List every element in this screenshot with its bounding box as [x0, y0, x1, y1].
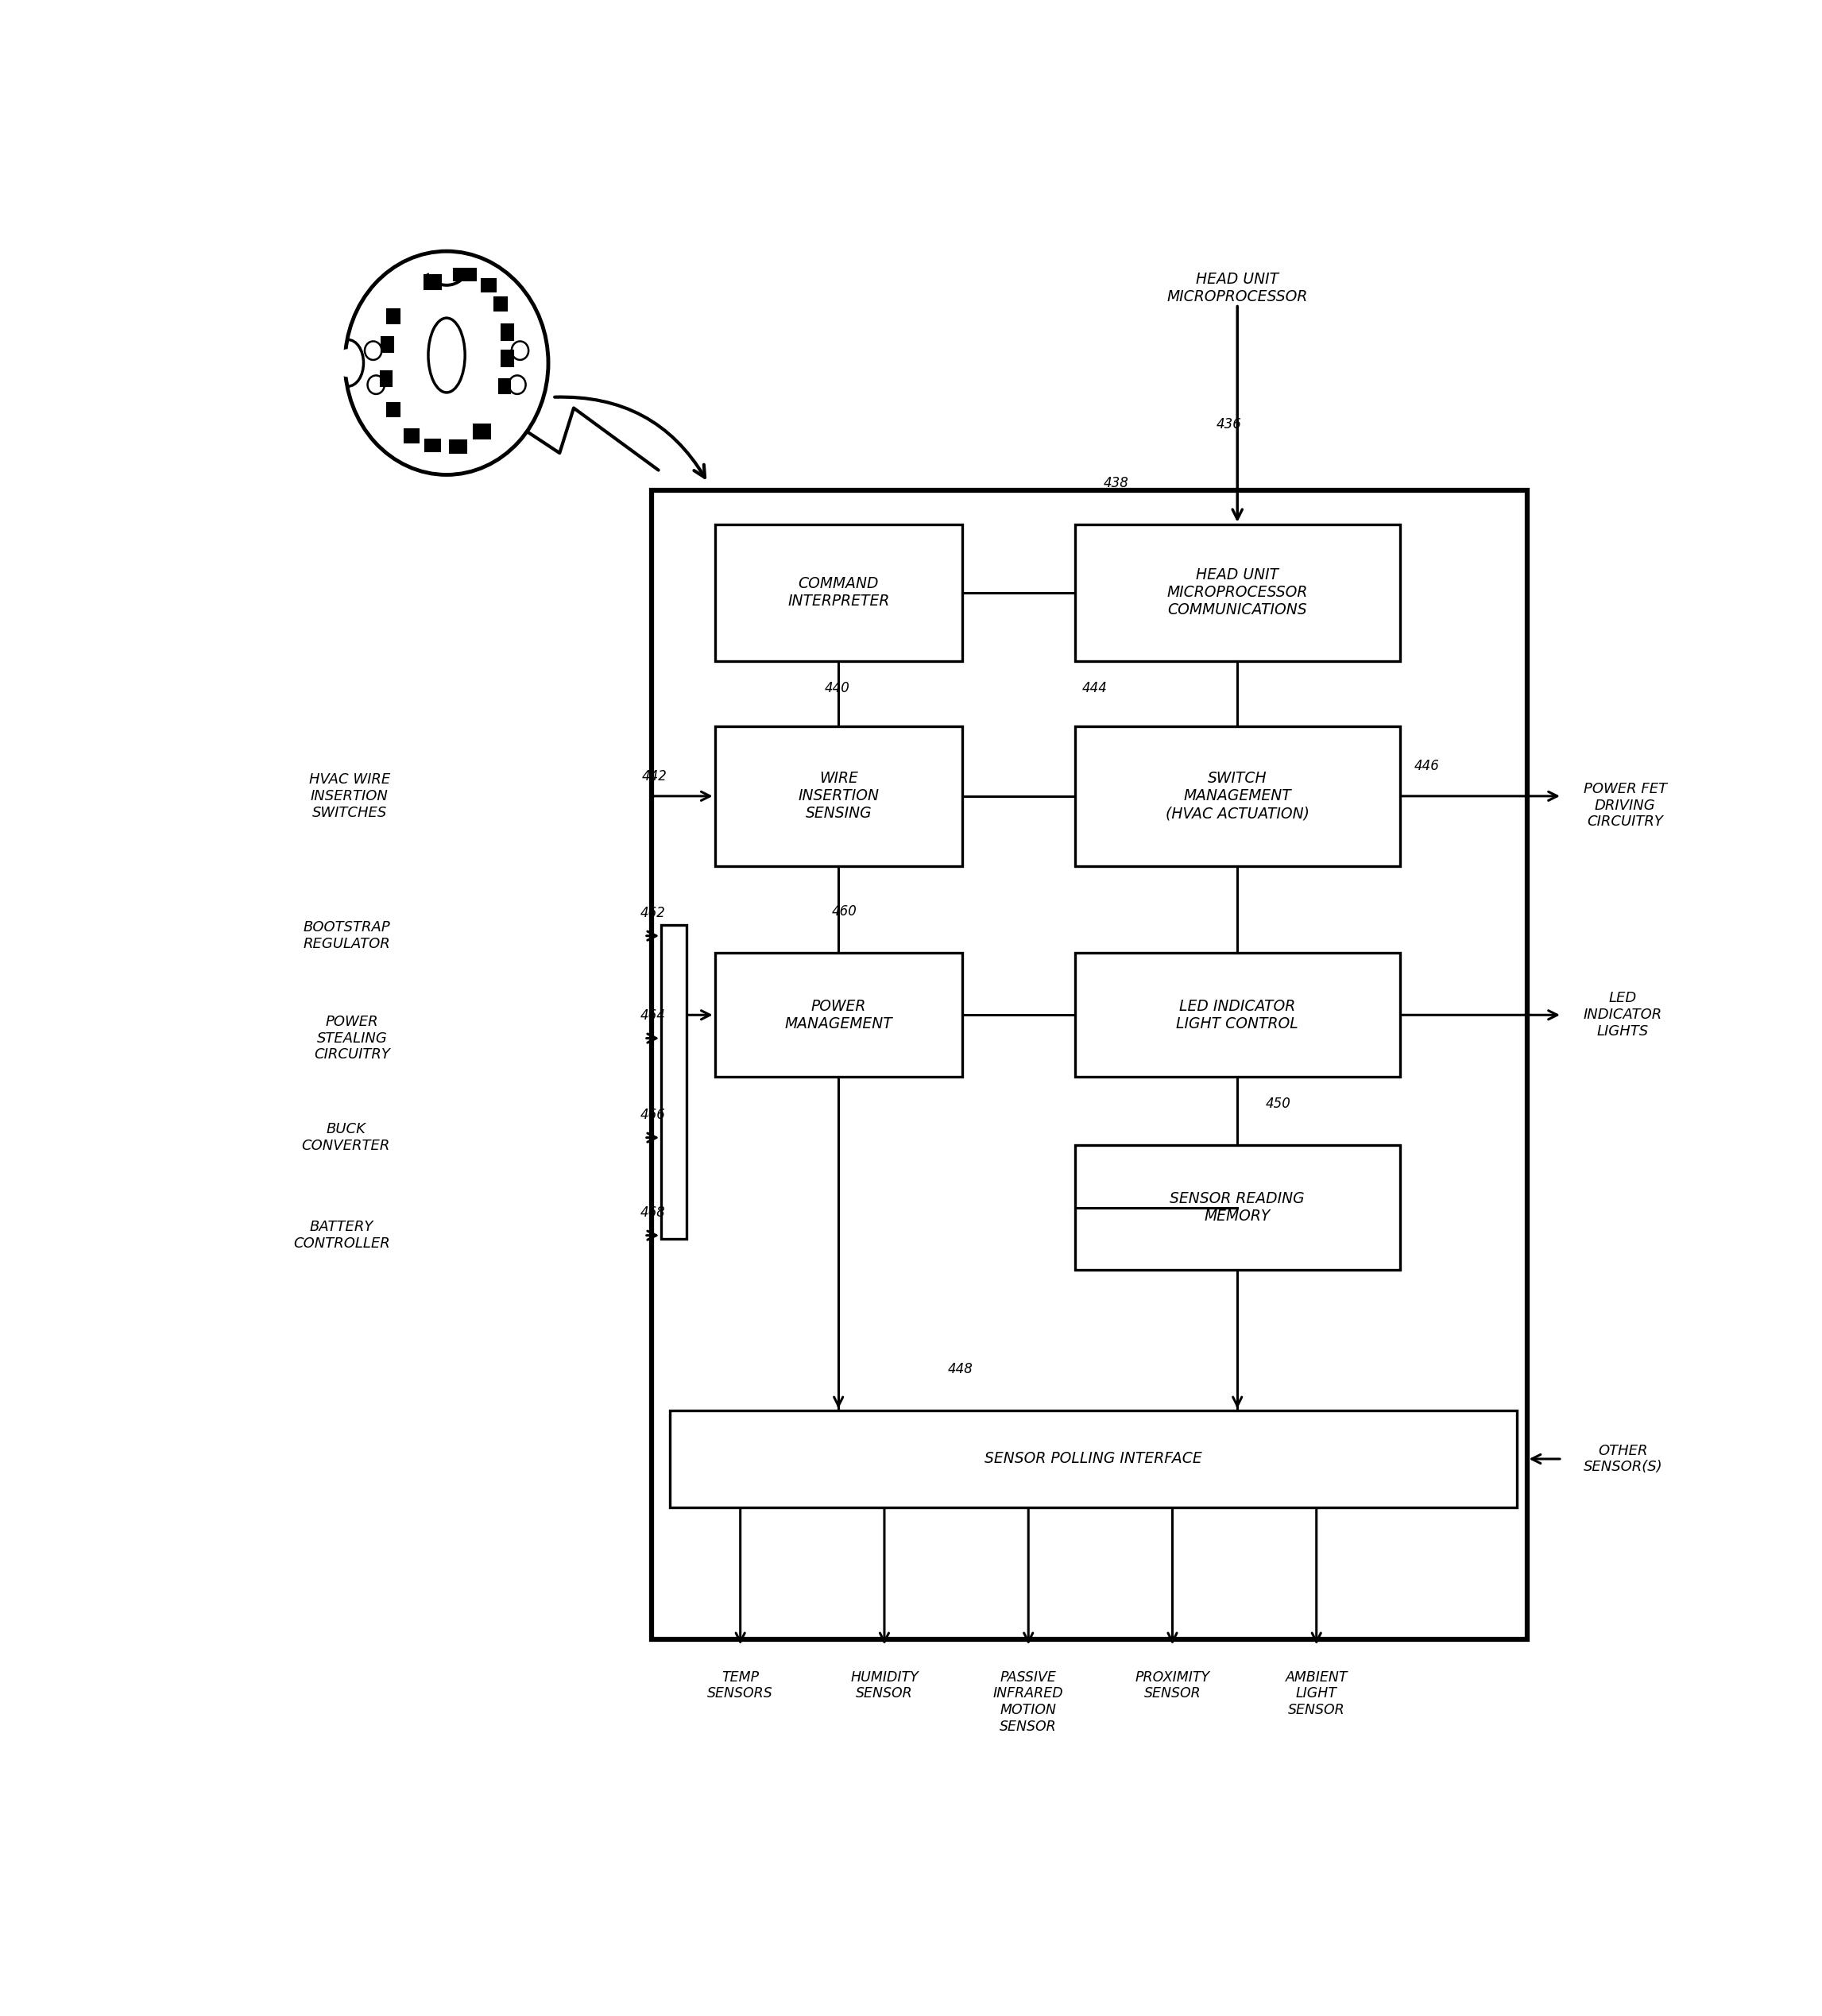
Text: HEAD UNIT
MICROPROCESSOR
COMMUNICATIONS: HEAD UNIT MICROPROCESSOR COMMUNICATIONS: [1166, 569, 1308, 617]
Text: OTHER
SENSOR(S): OTHER SENSOR(S): [1583, 1443, 1662, 1474]
Bar: [454, 268, 476, 280]
Bar: [381, 371, 392, 387]
Text: 448: 448: [947, 1363, 973, 1377]
Bar: [714, 524, 962, 661]
Bar: [386, 403, 399, 417]
Text: 468: 468: [640, 1206, 665, 1220]
Text: POWER
STEALING
CIRCUITRY: POWER STEALING CIRCUITRY: [313, 1014, 390, 1062]
Text: COMMAND
INTERPRETER: COMMAND INTERPRETER: [787, 577, 889, 609]
Text: TEMP
SENSORS: TEMP SENSORS: [707, 1669, 773, 1702]
Circle shape: [335, 349, 361, 377]
Text: 440: 440: [824, 681, 849, 696]
Bar: [652, 490, 1527, 1639]
Bar: [670, 1411, 1518, 1508]
Text: 436: 436: [1217, 417, 1241, 431]
Text: WIRE
INSERTION
SENSING: WIRE INSERTION SENSING: [798, 770, 878, 821]
Text: PASSIVE
INFRARED
MOTION
SENSOR: PASSIVE INFRARED MOTION SENSOR: [993, 1669, 1064, 1734]
Bar: [450, 442, 466, 454]
FancyArrowPatch shape: [554, 397, 705, 478]
Text: BATTERY
CONTROLLER: BATTERY CONTROLLER: [293, 1220, 390, 1250]
Text: HUMIDITY
SENSOR: HUMIDITY SENSOR: [851, 1669, 918, 1702]
Text: 464: 464: [640, 1008, 665, 1022]
Bar: [494, 296, 507, 310]
Text: 460: 460: [831, 905, 856, 919]
Text: 450: 450: [1266, 1097, 1292, 1111]
Text: AMBIENT
LIGHT
SENSOR: AMBIENT LIGHT SENSOR: [1285, 1669, 1348, 1718]
Bar: [714, 954, 962, 1077]
Text: 442: 442: [641, 770, 667, 784]
Bar: [1075, 524, 1399, 661]
Text: 462: 462: [640, 905, 665, 919]
Bar: [499, 379, 510, 393]
Text: 444: 444: [1082, 681, 1108, 696]
Bar: [425, 276, 441, 288]
Text: HEAD UNIT
MICROPROCESSOR: HEAD UNIT MICROPROCESSOR: [1166, 272, 1308, 304]
Circle shape: [344, 252, 548, 474]
Text: SENSOR READING
MEMORY: SENSOR READING MEMORY: [1170, 1191, 1305, 1224]
Text: 466: 466: [640, 1107, 665, 1123]
Bar: [481, 278, 496, 292]
Text: POWER FET
DRIVING
CIRCUITRY: POWER FET DRIVING CIRCUITRY: [1583, 782, 1667, 829]
Bar: [1075, 954, 1399, 1077]
Bar: [1075, 1145, 1399, 1270]
Text: SENSOR POLLING INTERFACE: SENSOR POLLING INTERFACE: [984, 1452, 1203, 1466]
Text: LED
INDICATOR
LIGHTS: LED INDICATOR LIGHTS: [1583, 992, 1662, 1038]
Text: PROXIMITY
SENSOR: PROXIMITY SENSOR: [1135, 1669, 1210, 1702]
Text: 438: 438: [1104, 476, 1128, 490]
Text: BUCK
CONVERTER: BUCK CONVERTER: [302, 1123, 390, 1153]
Text: HVAC WIRE
INSERTION
SWITCHES: HVAC WIRE INSERTION SWITCHES: [310, 772, 390, 821]
Bar: [404, 429, 419, 444]
Bar: [474, 423, 490, 437]
Text: POWER
MANAGEMENT: POWER MANAGEMENT: [785, 998, 893, 1032]
Bar: [661, 925, 687, 1238]
Bar: [381, 337, 394, 353]
Bar: [1075, 726, 1399, 867]
Bar: [501, 325, 514, 341]
Bar: [425, 439, 441, 452]
Text: 446: 446: [1414, 758, 1439, 772]
Bar: [501, 351, 514, 367]
Text: LED INDICATOR
LIGHT CONTROL: LED INDICATOR LIGHT CONTROL: [1177, 998, 1299, 1032]
Bar: [386, 308, 399, 323]
Text: SWITCH
MANAGEMENT
(HVAC ACTUATION): SWITCH MANAGEMENT (HVAC ACTUATION): [1166, 770, 1310, 821]
Bar: [714, 726, 962, 867]
Text: BOOTSTRAP
REGULATOR: BOOTSTRAP REGULATOR: [302, 921, 390, 952]
